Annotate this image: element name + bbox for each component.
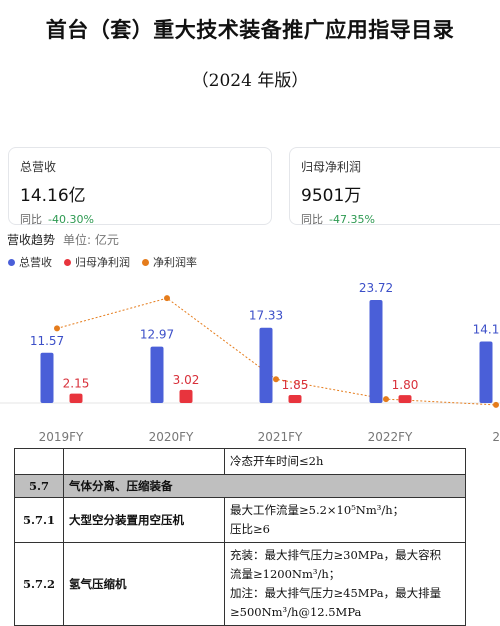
net-profit-data-label: 1.80 xyxy=(392,378,419,392)
net-profit-yoy: 同比 -47.35% xyxy=(301,211,489,227)
revenue-yoy-value: -40.30% xyxy=(48,213,94,226)
net-profit-label: 归母净利润 xyxy=(301,160,362,174)
revenue-bar xyxy=(479,341,493,403)
net-profit-bar xyxy=(69,393,83,403)
revenue-data-label: 14.1 xyxy=(473,323,500,337)
trend-header: 营收趋势 单位: 亿元 xyxy=(7,231,119,248)
condition-line: 最大工作流量≥5.2×10⁵Nm³/h； xyxy=(230,503,405,517)
section-title: 气体分离、压缩装备 xyxy=(63,474,466,498)
x-tick-label: 2021FY xyxy=(258,430,303,444)
condition-line: 流量≥1200Nm³/h； xyxy=(230,567,341,581)
item-name: 大型空分装置用空压机 xyxy=(63,497,225,543)
x-tick-label: 2019FY xyxy=(39,430,84,444)
net-profit-yoy-value: -47.35% xyxy=(329,213,375,226)
revenue-bar xyxy=(150,346,164,403)
item-name: 氢气压缩机 xyxy=(63,542,225,626)
revenue-data-label: 11.57 xyxy=(30,334,64,348)
condition-line: 加注：最大排气压力≥45MPa，最大排量 xyxy=(230,586,442,600)
revenue-trend-chart: 11.57 12.97 17.33 23.72 14.1 2.15 3.02 1.85 1.80… xyxy=(0,281,500,444)
condition-line: ≥500Nm³/h@12.5MPa xyxy=(230,605,362,619)
legend-dot-net-profit xyxy=(64,258,71,266)
document-title: 首台（套）重大技术装备推广应用指导目录 xyxy=(45,17,455,42)
legend-label-margin: 净利润率 xyxy=(153,256,197,269)
document-subtitle: （2024 年版） xyxy=(191,71,309,91)
chart-legend: 总营收 归母净利润 净利润率 xyxy=(8,254,197,270)
legend-dot-margin xyxy=(142,258,149,266)
item-number: 5.7.2 xyxy=(14,542,64,626)
net-profit-bar xyxy=(179,389,193,403)
legend-item-margin[interactable]: 净利润率 xyxy=(142,254,197,270)
revenue-yoy: 同比 -40.30% xyxy=(20,211,260,227)
legend-dot-revenue xyxy=(8,258,15,266)
margin-point xyxy=(493,401,499,408)
item-conditions: 充装：最大排气压力≥30MPa，最大容积 流量≥1200Nm³/h； 加注：最大… xyxy=(224,542,466,626)
net-profit-data-label: 2.15 xyxy=(63,377,90,391)
trend-unit: 单位: 亿元 xyxy=(63,233,119,247)
net-profit-bar xyxy=(288,394,302,403)
item-conditions: 最大工作流量≥5.2×10⁵Nm³/h； 压比≥6 xyxy=(224,497,466,543)
item-number: 5.7.1 xyxy=(14,497,64,543)
table-section-row: 5.7 气体分离、压缩装备 xyxy=(14,474,466,498)
table-row: 5.7.2 氢气压缩机 充装：最大排气压力≥30MPa，最大容积 流量≥1200… xyxy=(14,542,466,626)
net-profit-data-label: 3.02 xyxy=(173,373,200,387)
revenue-label: 总营收 xyxy=(20,160,57,174)
table-cell-empty xyxy=(63,448,225,475)
x-tick-label: 2022FY xyxy=(368,430,413,444)
revenue-bar xyxy=(369,300,383,403)
net-profit-value: 9501万 xyxy=(301,186,362,206)
legend-label-net-profit: 归母净利润 xyxy=(75,256,130,269)
table-cell-empty xyxy=(14,448,64,475)
revenue-bar xyxy=(259,327,273,403)
net-profit-bar xyxy=(398,395,412,403)
revenue-card[interactable]: 总营收 14.16亿 同比 -40.30% xyxy=(8,147,272,227)
revenue-yoy-label: 同比 xyxy=(20,213,42,226)
x-tick-label: 20 xyxy=(492,430,500,444)
spec-table: 冷态开车时间≤2h 5.7 气体分离、压缩装备 5.7.1 大型空分装置用空压机… xyxy=(14,448,466,626)
legend-item-revenue[interactable]: 总营收 xyxy=(8,254,52,270)
net-profit-card[interactable]: 归母净利润 9501万 同比 -47.35% xyxy=(289,147,500,227)
revenue-data-label: 17.33 xyxy=(249,309,283,323)
trend-title: 营收趋势 xyxy=(7,233,56,247)
net-profit-yoy-label: 同比 xyxy=(301,213,323,226)
margin-point xyxy=(54,325,60,332)
table-row: 5.7.1 大型空分装置用空压机 最大工作流量≥5.2×10⁵Nm³/h； 压比… xyxy=(14,497,466,543)
margin-point xyxy=(383,396,389,403)
legend-label-revenue: 总营收 xyxy=(19,256,52,269)
revenue-data-label: 12.97 xyxy=(140,328,174,342)
legend-item-net-profit[interactable]: 归母净利润 xyxy=(64,254,130,270)
revenue-bar xyxy=(40,352,54,403)
condition-line: 压比≥6 xyxy=(230,522,270,536)
revenue-value: 14.16亿 xyxy=(20,186,86,206)
net-profit-data-label: 1.85 xyxy=(282,378,309,392)
table-row-continuation: 冷态开车时间≤2h xyxy=(14,448,466,475)
margin-point xyxy=(273,376,279,383)
section-number: 5.7 xyxy=(14,474,64,498)
table-cell-continued-text: 冷态开车时间≤2h xyxy=(224,448,466,475)
revenue-data-label: 23.72 xyxy=(359,281,393,295)
margin-point xyxy=(164,295,170,302)
condition-line: 充装：最大排气压力≥30MPa，最大容积 xyxy=(230,548,442,562)
x-tick-label: 2020FY xyxy=(149,430,194,444)
